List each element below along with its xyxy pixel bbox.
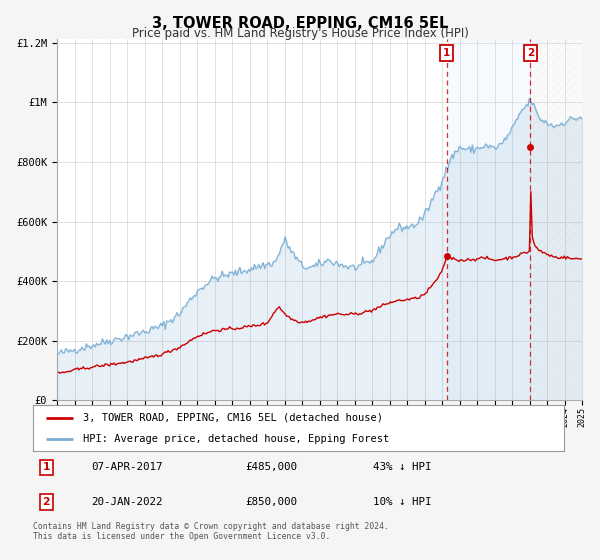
Bar — [447, 39, 530, 400]
Text: £485,000: £485,000 — [245, 463, 298, 473]
Text: 10% ↓ HPI: 10% ↓ HPI — [373, 497, 431, 507]
Text: 3, TOWER ROAD, EPPING, CM16 5EL: 3, TOWER ROAD, EPPING, CM16 5EL — [152, 16, 448, 31]
Bar — [530, 39, 582, 400]
Text: 1: 1 — [43, 463, 50, 473]
Text: 1: 1 — [443, 48, 451, 58]
Text: HPI: Average price, detached house, Epping Forest: HPI: Average price, detached house, Eppi… — [83, 435, 389, 444]
Text: 43% ↓ HPI: 43% ↓ HPI — [373, 463, 431, 473]
Text: Price paid vs. HM Land Registry's House Price Index (HPI): Price paid vs. HM Land Registry's House … — [131, 27, 469, 40]
Text: 2: 2 — [527, 48, 534, 58]
Text: 2: 2 — [43, 497, 50, 507]
Text: Contains HM Land Registry data © Crown copyright and database right 2024.
This d: Contains HM Land Registry data © Crown c… — [33, 522, 389, 542]
Text: 20-JAN-2022: 20-JAN-2022 — [91, 497, 163, 507]
Text: 3, TOWER ROAD, EPPING, CM16 5EL (detached house): 3, TOWER ROAD, EPPING, CM16 5EL (detache… — [83, 413, 383, 423]
Text: 07-APR-2017: 07-APR-2017 — [91, 463, 163, 473]
Text: £850,000: £850,000 — [245, 497, 298, 507]
